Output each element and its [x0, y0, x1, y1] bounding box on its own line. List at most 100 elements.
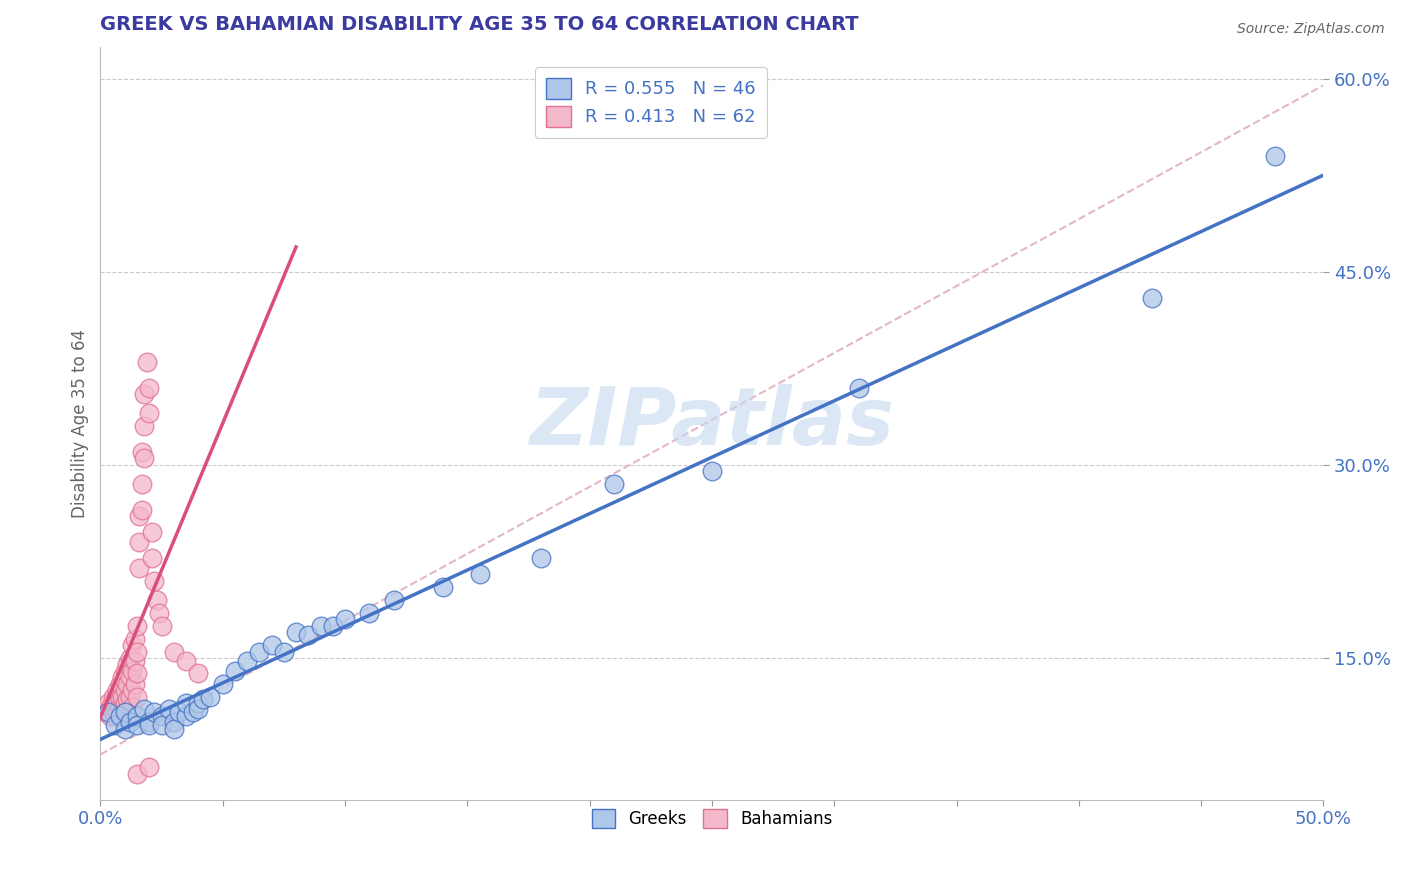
Point: [114, 696, 136, 710]
Point: [114, 705, 136, 719]
Point: [247, 644, 270, 658]
Point: [118, 670, 141, 684]
Point: [138, 760, 160, 774]
Point: [108, 692, 131, 706]
Point: [107, 705, 129, 719]
Text: Source: ZipAtlas.com: Source: ZipAtlas.com: [1237, 22, 1385, 37]
Point: [121, 638, 143, 652]
Point: [125, 619, 148, 633]
Point: [148, 606, 170, 620]
Point: [121, 664, 143, 678]
Point: [107, 683, 129, 698]
Point: [134, 702, 156, 716]
Point: [134, 387, 156, 401]
Point: [117, 676, 139, 690]
Point: [125, 644, 148, 658]
Point: [163, 715, 186, 730]
Point: [118, 651, 141, 665]
Point: [157, 702, 180, 716]
Point: [700, 464, 723, 478]
Point: [236, 654, 259, 668]
Point: [118, 690, 141, 704]
Point: [143, 574, 166, 588]
Point: [104, 718, 127, 732]
Point: [114, 683, 136, 698]
Point: [128, 509, 150, 524]
Point: [111, 670, 134, 684]
Point: [114, 664, 136, 678]
Point: [124, 632, 146, 646]
Point: [432, 580, 454, 594]
Point: [141, 550, 163, 565]
Point: [530, 550, 553, 565]
Point: [117, 657, 139, 672]
Point: [111, 690, 134, 704]
Point: [191, 692, 214, 706]
Point: [167, 705, 190, 719]
Point: [138, 381, 160, 395]
Point: [135, 355, 157, 369]
Point: [187, 696, 209, 710]
Point: [111, 702, 134, 716]
Point: [131, 445, 153, 459]
Point: [141, 524, 163, 539]
Point: [150, 619, 173, 633]
Point: [125, 718, 148, 732]
Point: [174, 696, 197, 710]
Point: [131, 477, 153, 491]
Point: [121, 699, 143, 714]
Point: [121, 683, 143, 698]
Point: [117, 692, 139, 706]
Point: [138, 718, 160, 732]
Text: GREEK VS BAHAMIAN DISABILITY AGE 35 TO 64 CORRELATION CHART: GREEK VS BAHAMIAN DISABILITY AGE 35 TO 6…: [100, 15, 859, 34]
Point: [118, 715, 141, 730]
Point: [104, 702, 127, 716]
Point: [297, 628, 319, 642]
Point: [114, 722, 136, 736]
Point: [174, 709, 197, 723]
Point: [134, 419, 156, 434]
Point: [125, 766, 148, 780]
Point: [108, 709, 131, 723]
Point: [124, 654, 146, 668]
Point: [163, 722, 186, 736]
Point: [150, 718, 173, 732]
Point: [187, 702, 209, 716]
Point: [138, 407, 160, 421]
Point: [145, 593, 167, 607]
Point: [97, 696, 120, 710]
Point: [1263, 149, 1285, 163]
Point: [107, 696, 129, 710]
Text: ZIPatlas: ZIPatlas: [530, 384, 894, 462]
Point: [125, 666, 148, 681]
Point: [143, 705, 166, 719]
Point: [285, 625, 308, 640]
Point: [181, 705, 204, 719]
Point: [101, 705, 124, 719]
Point: [124, 676, 146, 690]
Point: [200, 690, 222, 704]
Point: [309, 619, 332, 633]
Point: [104, 692, 127, 706]
Point: [101, 690, 124, 704]
Point: [848, 381, 870, 395]
Point: [468, 567, 491, 582]
Point: [114, 705, 136, 719]
Point: [322, 619, 344, 633]
Point: [260, 638, 283, 652]
Point: [104, 709, 127, 723]
Point: [273, 644, 295, 658]
Point: [97, 705, 120, 719]
Point: [150, 709, 173, 723]
Point: [108, 699, 131, 714]
Point: [603, 477, 626, 491]
Point: [174, 654, 197, 668]
Point: [98, 699, 121, 714]
Point: [128, 535, 150, 549]
Point: [138, 715, 160, 730]
Point: [333, 612, 356, 626]
Point: [382, 593, 405, 607]
Point: [108, 676, 131, 690]
Point: [187, 666, 209, 681]
Point: [1142, 291, 1164, 305]
